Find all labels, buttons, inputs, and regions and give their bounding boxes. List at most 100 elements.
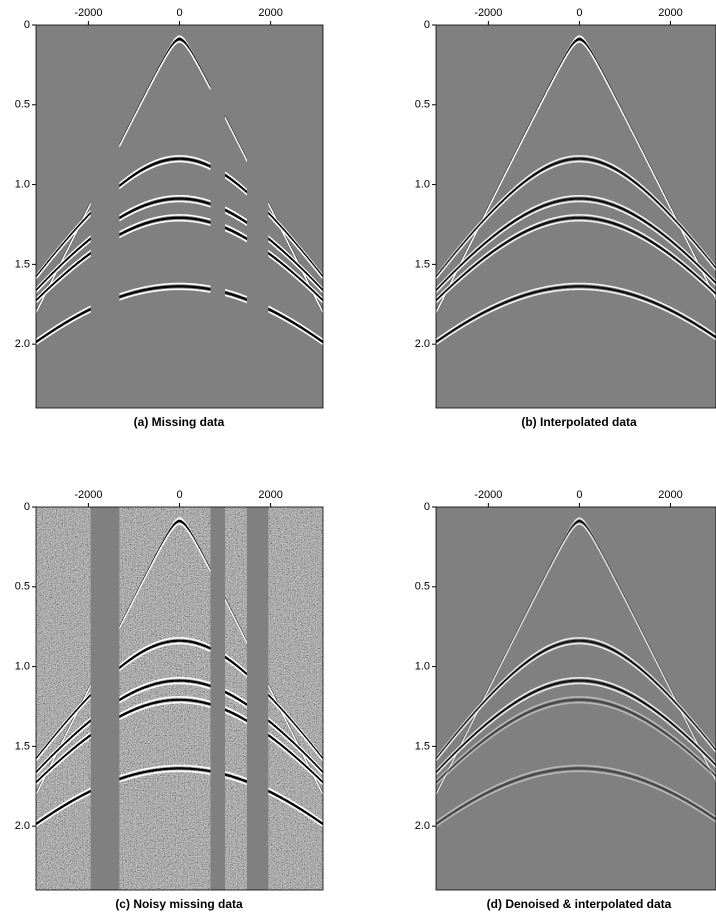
event	[436, 764, 716, 823]
event	[36, 764, 323, 823]
event	[436, 285, 716, 343]
event	[436, 288, 716, 346]
noise	[36, 507, 323, 890]
x-tick-label: 0	[576, 7, 582, 19]
event	[36, 767, 323, 825]
event	[36, 642, 323, 762]
x-tick-label: -2000	[74, 7, 102, 19]
y-tick-label: 2.0	[415, 338, 430, 350]
event	[436, 282, 716, 341]
event	[436, 195, 716, 290]
event	[36, 41, 323, 314]
event	[436, 701, 716, 786]
panel-caption: (c) Noisy missing data	[115, 897, 243, 911]
event	[36, 288, 323, 346]
event	[36, 200, 323, 294]
event	[436, 642, 716, 762]
event	[36, 282, 323, 341]
missing-gap	[246, 507, 269, 890]
panel: -2000 0 2000 0 0.5 1.0 1.5 2.0 (b) Interpolated …	[415, 7, 716, 429]
event	[36, 160, 323, 280]
y-tick-label: 1.5	[15, 740, 30, 752]
x-tick-label: 2000	[258, 7, 282, 19]
event	[436, 682, 716, 776]
event	[36, 216, 323, 302]
missing-gap	[90, 507, 120, 890]
y-tick-label: 0.5	[15, 581, 30, 593]
missing-gap	[210, 507, 226, 890]
panel: -2000 0 2000 0 0.5 1.0 1.5 2.0 (c) Noisy missing…	[15, 489, 324, 911]
y-tick-label: 1.0	[415, 178, 430, 190]
y-tick-label: 0	[24, 19, 30, 31]
event	[436, 698, 716, 784]
x-tick-label: 2000	[658, 7, 682, 19]
event	[36, 523, 323, 796]
event	[436, 639, 716, 760]
x-tick-label: 2000	[658, 489, 682, 501]
event	[36, 698, 323, 784]
event	[36, 639, 323, 760]
y-tick-label: 0	[24, 501, 30, 513]
event	[36, 155, 323, 277]
y-tick-label: 1.5	[15, 258, 30, 270]
x-tick-label: -2000	[74, 489, 102, 501]
event	[36, 197, 323, 292]
event	[436, 214, 716, 300]
x-tick-label: 0	[176, 489, 182, 501]
missing-gap	[210, 25, 226, 408]
event	[36, 770, 323, 828]
event	[36, 679, 323, 774]
x-tick-label: -2000	[474, 489, 502, 501]
event	[436, 200, 716, 294]
event	[36, 285, 323, 343]
frame	[435, 506, 716, 891]
event	[436, 770, 716, 828]
event	[36, 637, 323, 759]
panel: -2000 0 2000 0 0.5 1.0 1.5 2.0 (d) Denoised & in…	[415, 489, 716, 911]
event	[36, 677, 323, 772]
seismic-image	[436, 507, 716, 890]
y-tick-label: 2.0	[15, 820, 30, 832]
event	[436, 679, 716, 774]
y-tick-label: 0.5	[415, 581, 430, 593]
background	[36, 25, 323, 408]
y-tick-label: 0.5	[15, 99, 30, 111]
x-tick-label: -2000	[474, 7, 502, 19]
event	[36, 682, 323, 776]
missing-gap	[90, 25, 120, 408]
panel-caption: (d) Denoised & interpolated data	[487, 897, 672, 911]
event	[436, 677, 716, 772]
x-tick-label: 0	[176, 7, 182, 19]
panel-caption: (a) Missing data	[134, 415, 225, 429]
y-tick-label: 1.0	[415, 660, 430, 672]
event	[436, 155, 716, 277]
event	[436, 696, 716, 782]
event	[36, 157, 323, 278]
event	[36, 219, 323, 304]
frame	[435, 24, 716, 409]
event	[436, 157, 716, 278]
event	[436, 637, 716, 759]
y-tick-label: 1.0	[15, 178, 30, 190]
x-tick-label: 0	[576, 489, 582, 501]
panel-caption: (b) Interpolated data	[521, 415, 637, 429]
y-tick-label: 1.5	[415, 740, 430, 752]
y-tick-label: 2.0	[415, 820, 430, 832]
event	[436, 216, 716, 302]
missing-gap	[246, 25, 269, 408]
y-tick-label: 1.0	[15, 660, 30, 672]
panel: -2000 0 2000 0 0.5 1.0 1.5 2.0 (a) Missing data	[15, 7, 324, 429]
event	[36, 214, 323, 300]
event	[436, 160, 716, 280]
y-tick-label: 0	[424, 19, 430, 31]
seismic-image	[436, 25, 716, 408]
event	[436, 767, 716, 825]
y-tick-label: 1.5	[415, 258, 430, 270]
event	[36, 701, 323, 786]
seismic-image	[36, 507, 323, 890]
event	[36, 195, 323, 290]
y-tick-label: 2.0	[15, 338, 30, 350]
seismic-image	[36, 25, 323, 408]
